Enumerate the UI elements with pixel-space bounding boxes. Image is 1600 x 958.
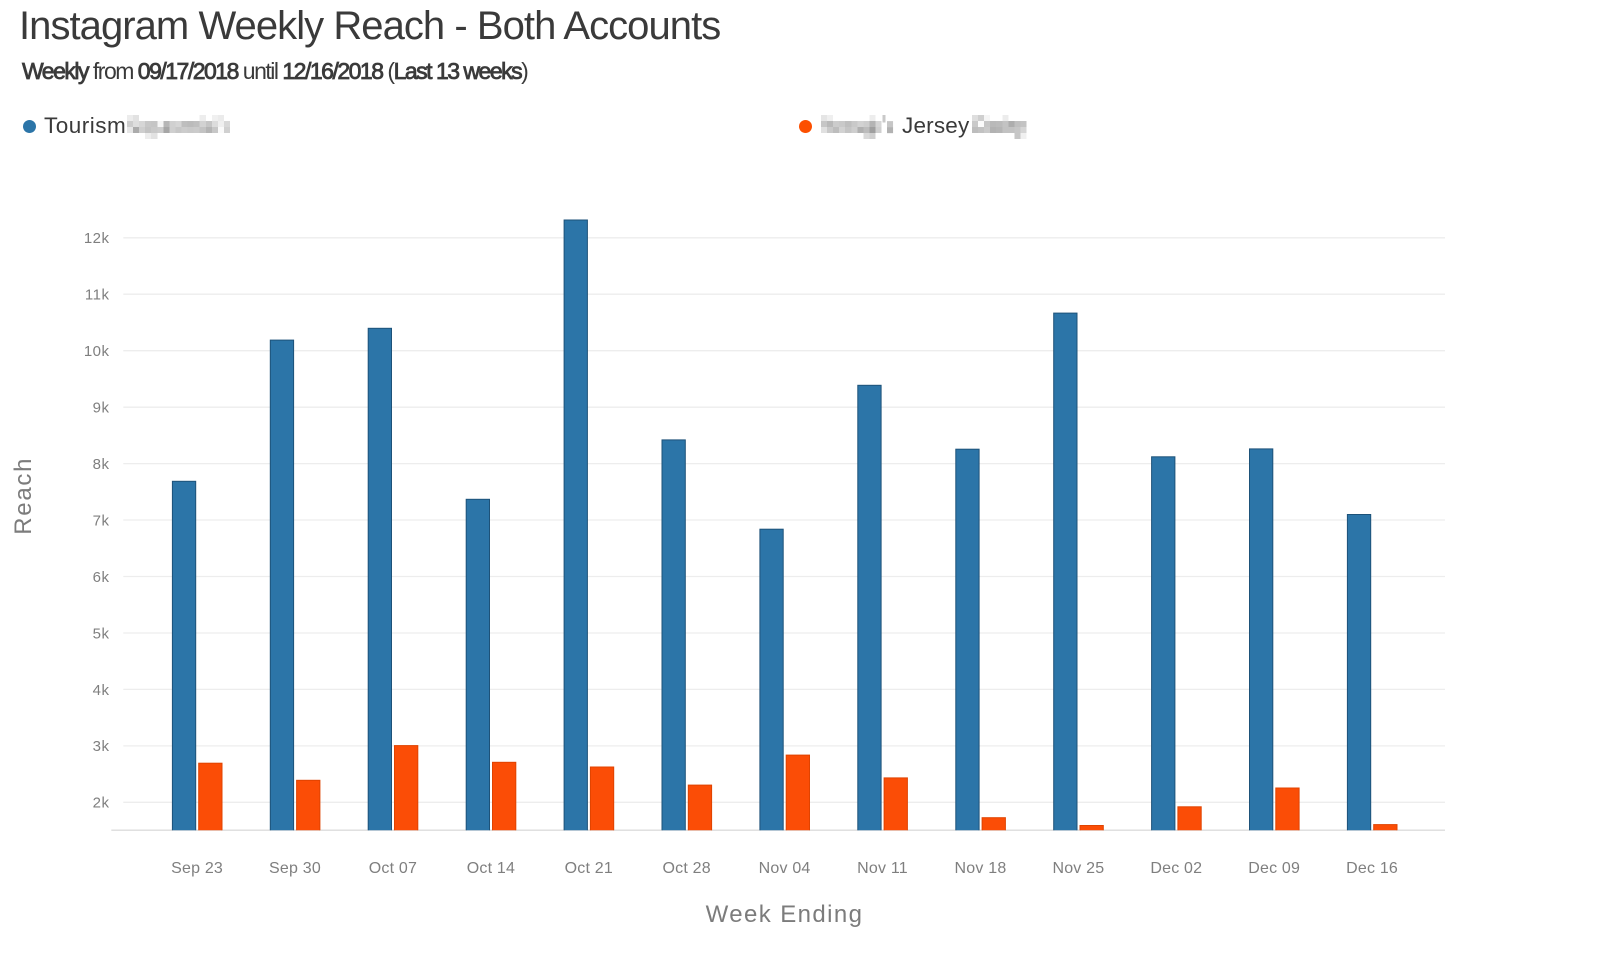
svg-text:12k: 12k [84,230,110,247]
svg-text:Oct 21: Oct 21 [565,860,613,877]
svg-text:5k: 5k [93,625,110,642]
svg-text:Sep 30: Sep 30 [269,860,321,877]
svg-text:Week Ending: Week Ending [706,901,864,928]
svg-text:7k: 7k [93,512,110,529]
svg-text:Dec 16: Dec 16 [1346,860,1398,877]
svg-text:11k: 11k [85,287,110,304]
svg-text:Oct 14: Oct 14 [467,860,515,877]
svg-text:3k: 3k [93,738,110,755]
svg-text:2k: 2k [93,795,110,812]
svg-text:Nov 11: Nov 11 [857,860,908,877]
svg-text:9k: 9k [93,400,110,417]
svg-text:Dec 02: Dec 02 [1150,860,1202,877]
svg-text:10k: 10k [84,343,110,360]
svg-text:Oct 28: Oct 28 [663,860,711,877]
svg-text:Nov 04: Nov 04 [759,860,811,877]
svg-text:Sep 23: Sep 23 [171,860,223,877]
svg-text:Nov 25: Nov 25 [1052,860,1104,877]
svg-text:Oct 07: Oct 07 [369,860,417,877]
svg-text:Reach: Reach [10,457,37,535]
svg-text:4k: 4k [93,682,110,699]
svg-text:8k: 8k [93,456,110,473]
svg-text:Nov 18: Nov 18 [955,860,1007,877]
svg-text:Dec 09: Dec 09 [1248,860,1300,877]
svg-text:6k: 6k [93,569,110,586]
